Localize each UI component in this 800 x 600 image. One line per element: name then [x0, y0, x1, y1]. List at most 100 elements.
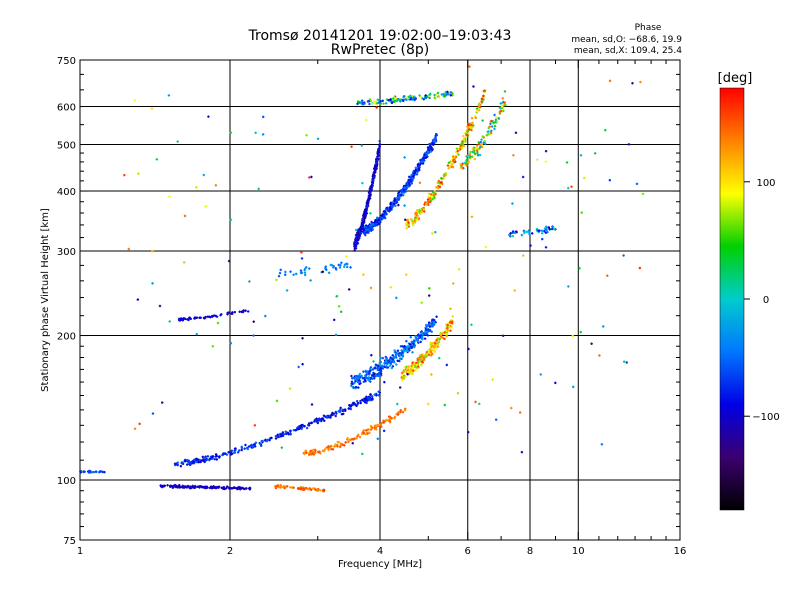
data-point	[193, 485, 197, 489]
data-point	[638, 266, 642, 270]
data-point	[192, 458, 196, 462]
data-point	[362, 429, 365, 432]
data-point	[215, 486, 218, 490]
colorbar-scale	[720, 88, 744, 510]
data-point	[217, 485, 221, 488]
data-point	[369, 424, 373, 428]
data-point	[520, 450, 524, 454]
data-point	[259, 442, 262, 446]
data-point	[222, 452, 225, 455]
x-tick-label: 6	[465, 546, 471, 557]
x-tick-label: 8	[527, 546, 533, 557]
data-point	[364, 432, 368, 436]
data-point	[270, 436, 273, 440]
data-point	[580, 211, 583, 214]
data-point	[289, 429, 292, 433]
data-point	[331, 412, 334, 415]
data-point	[127, 247, 130, 251]
data-point	[571, 334, 574, 338]
data-point	[176, 461, 179, 464]
data-point	[202, 173, 205, 177]
data-point	[209, 457, 212, 460]
data-point	[206, 458, 209, 461]
data-point	[279, 268, 282, 272]
x-tick-label: 1	[77, 546, 83, 557]
data-point	[379, 356, 382, 360]
data-point	[338, 408, 342, 412]
data-point	[213, 457, 216, 461]
data-point	[276, 484, 280, 487]
data-point	[201, 455, 204, 459]
data-point	[565, 161, 569, 164]
data-point	[449, 329, 452, 332]
data-point	[368, 431, 371, 434]
data-point	[380, 422, 383, 425]
data-point	[382, 429, 386, 433]
data-point	[171, 486, 175, 489]
x-axis-ticks: 1 2 4 6 8 10 16	[77, 60, 686, 557]
data-point	[320, 417, 324, 420]
data-point	[82, 470, 86, 474]
data-point	[310, 421, 313, 424]
data-point	[342, 265, 346, 269]
data-point	[243, 487, 246, 491]
data-point	[339, 406, 342, 410]
data-point	[481, 119, 484, 122]
data-point	[280, 446, 284, 449]
data-point	[317, 419, 320, 422]
data-point	[173, 462, 177, 465]
data-point	[511, 202, 514, 205]
data-point	[160, 484, 164, 488]
data-point	[286, 431, 290, 434]
data-point	[218, 455, 221, 458]
data-point	[365, 118, 368, 122]
data-point	[531, 232, 534, 235]
data-point	[388, 419, 392, 423]
data-point	[329, 416, 332, 419]
data-point	[468, 65, 471, 68]
data-point	[511, 234, 515, 238]
data-point	[88, 469, 91, 473]
phase-stats-x: mean, sd,X: 109.4, 25.4	[574, 46, 682, 56]
data-point	[168, 320, 171, 323]
data-point	[415, 173, 419, 176]
data-point	[334, 410, 338, 414]
data-point	[183, 485, 186, 489]
data-point	[403, 408, 407, 412]
data-point	[292, 273, 295, 276]
data-point	[347, 407, 351, 410]
data-point	[451, 315, 454, 318]
data-point	[346, 436, 349, 440]
data-point	[308, 422, 311, 425]
data-point	[427, 192, 431, 196]
data-point	[325, 415, 328, 418]
data-point	[167, 94, 171, 97]
data-point	[198, 486, 201, 489]
data-point	[186, 463, 189, 466]
data-point	[358, 435, 362, 439]
data-point	[327, 271, 331, 274]
data-point	[299, 424, 302, 428]
data-point	[525, 230, 529, 234]
data-point	[98, 471, 101, 474]
data-point	[211, 486, 214, 489]
data-point	[443, 403, 447, 407]
data-point	[397, 411, 401, 414]
data-point	[123, 173, 126, 177]
data-point	[268, 439, 271, 442]
data-point	[297, 365, 300, 369]
data-point	[405, 273, 408, 276]
data-point	[452, 282, 455, 285]
data-point	[315, 417, 318, 420]
data-point	[284, 485, 287, 489]
data-point	[369, 286, 373, 290]
colorbar-tick-label: −100	[752, 412, 779, 423]
data-point	[356, 401, 360, 405]
data-point	[284, 430, 287, 433]
data-point	[95, 470, 98, 473]
data-point	[300, 257, 304, 260]
data-point	[192, 460, 195, 464]
data-point	[493, 127, 496, 131]
data-point	[243, 447, 246, 450]
data-point	[520, 233, 524, 237]
